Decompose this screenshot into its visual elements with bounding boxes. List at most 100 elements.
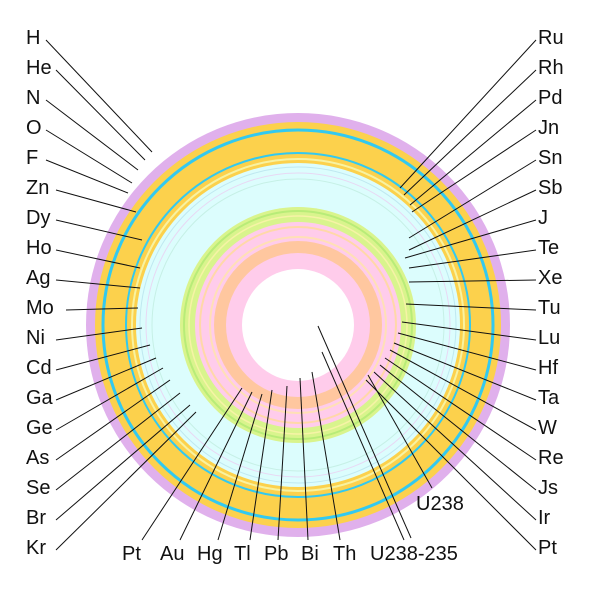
ring-faint-3 (151, 178, 445, 472)
label-left-12: Ga (26, 387, 54, 409)
leader-line-bottom-1 (179, 391, 253, 541)
leader-line-right-3 (411, 129, 537, 213)
label-u238: U238 (416, 493, 464, 515)
leader-line-right-11 (397, 332, 537, 371)
label-right-5: Sb (538, 177, 562, 199)
label-left-8: Ag (26, 267, 50, 289)
leader-line-left-0 (45, 39, 153, 153)
leader-line-left-3 (45, 129, 133, 184)
leader-line-bottom-2 (217, 393, 263, 541)
label-right-2: Pd (538, 87, 562, 109)
leader-line-right-10 (401, 321, 537, 341)
leader-line-bottom-7 (321, 351, 405, 541)
leader-line-left-9 (65, 307, 139, 311)
label-left-14: As (26, 447, 49, 469)
leader-line-bottom-5 (299, 377, 309, 541)
leader-line-left-5 (55, 189, 137, 213)
label-left-0: H (26, 27, 40, 49)
label-right-10: Lu (538, 327, 560, 349)
label-bottom-7: U238-235 (370, 543, 458, 565)
label-bottom-5: Bi (301, 543, 319, 565)
label-left-2: N (26, 87, 40, 109)
leader-line-right-1 (403, 69, 537, 196)
label-right-13: W (538, 417, 557, 439)
leader-line-bottom-6 (311, 371, 341, 541)
label-right-12: Ta (538, 387, 560, 409)
leader-line-right-16 (373, 371, 537, 521)
label-right-11: Hf (538, 357, 558, 379)
label-left-10: Ni (26, 327, 45, 349)
label-left-4: F (26, 147, 38, 169)
leader-line-right-15 (379, 364, 537, 491)
leader-line-left-13 (55, 367, 164, 431)
label-right-17: Pt (538, 537, 557, 559)
label-left-6: Dy (26, 207, 50, 229)
leader-line-left-11 (55, 344, 151, 371)
leader-line-right-7 (408, 249, 537, 269)
label-right-7: Te (538, 237, 559, 259)
leader-line-left-14 (55, 379, 171, 461)
ring-faint-1 (139, 166, 457, 484)
label-right-15: Js (538, 477, 558, 499)
leader-line-left-12 (55, 357, 157, 401)
label-left-9: Mo (26, 297, 54, 319)
leader-line-extra-1 (317, 325, 412, 539)
leader-line-right-6 (404, 219, 537, 259)
label-left-3: O (26, 117, 42, 139)
ring-green-2 (188, 215, 408, 435)
leader-line-right-5 (408, 189, 537, 251)
label-left-1: He (26, 57, 52, 79)
leader-line-left-10 (55, 327, 143, 341)
leader-line-bottom-3 (249, 389, 273, 541)
ring-green-1 (183, 210, 413, 440)
ring-cyan-inner (125, 152, 471, 498)
ring-peach-thin-2 (209, 236, 387, 414)
leader-line-left-1 (55, 69, 146, 161)
leader-line-right-2 (409, 99, 537, 206)
concentric-rings (86, 113, 510, 537)
label-right-9: Tu (538, 297, 561, 319)
leader-line-bottom-0 (141, 387, 243, 541)
right-label-column: Ru Rh Pd Jn Sn Sb J Te Xe Tu Lu Hf Ta W … (538, 27, 564, 559)
leader-line-right-4 (408, 159, 537, 239)
label-left-7: Ho (26, 237, 52, 259)
label-right-1: Rh (538, 57, 564, 79)
leader-line-right-0 (399, 39, 537, 189)
leader-line-right-8 (408, 279, 537, 283)
label-left-17: Kr (26, 537, 46, 559)
ring-cyan-outer (101, 128, 495, 522)
label-left-13: Ge (26, 417, 53, 439)
label-right-14: Re (538, 447, 564, 469)
ring-pale-yellow (131, 158, 465, 492)
ring-faint-2 (145, 172, 451, 478)
left-label-column: H He N O F Zn Dy Ho Ag Mo Ni Cd Ga Ge As… (26, 27, 54, 559)
leader-line-left-16 (55, 404, 191, 521)
label-left-15: Se (26, 477, 50, 499)
leader-line-right-13 (389, 349, 537, 431)
label-right-0: Ru (538, 27, 564, 49)
label-left-11: Cd (26, 357, 52, 379)
label-bottom-2: Hg (197, 543, 223, 565)
label-bottom-3: Tl (234, 543, 251, 565)
leader-line-left-6 (55, 219, 143, 241)
leader-line-left-8 (55, 279, 141, 289)
label-right-3: Jn (538, 117, 559, 139)
label-right-6: J (538, 207, 548, 229)
label-bottom-1: Au (160, 543, 184, 565)
leader-line-extra-0 (367, 374, 433, 489)
leader-line-left-17 (55, 411, 197, 551)
label-left-5: Zn (26, 177, 49, 199)
label-right-8: Xe (538, 267, 562, 289)
leader-line-left-4 (45, 159, 129, 194)
label-left-16: Br (26, 507, 46, 529)
leader-line-left-2 (45, 99, 139, 171)
label-right-4: Sn (538, 147, 562, 169)
leader-line-left-15 (55, 392, 181, 491)
label-bottom-4: Pb (264, 543, 288, 565)
leader-line-left-7 (55, 249, 141, 269)
leader-line-right-17 (365, 379, 537, 551)
leader-line-right-14 (384, 357, 537, 461)
label-bottom-0: Pt (122, 543, 141, 565)
leader-lines (45, 39, 537, 551)
leader-line-right-12 (393, 342, 537, 401)
